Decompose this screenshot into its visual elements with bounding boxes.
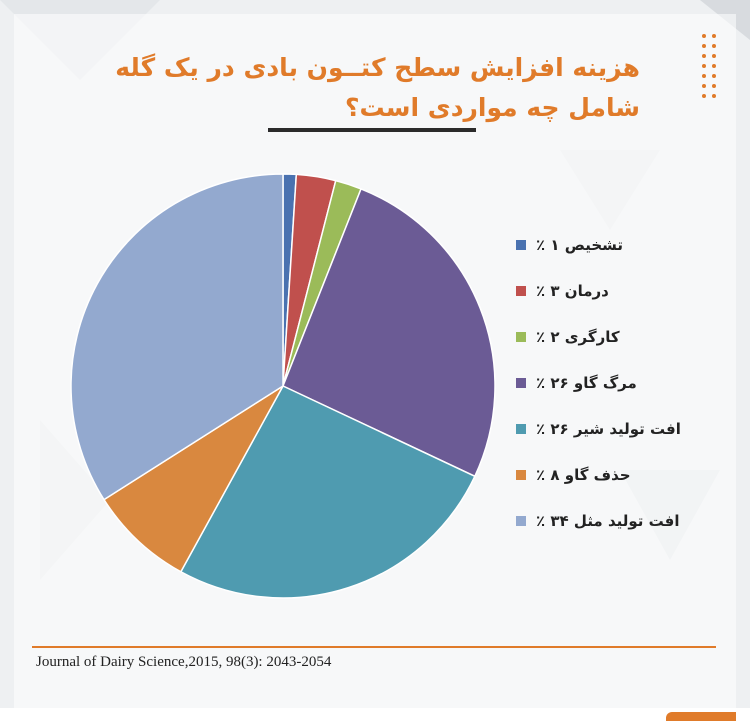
legend-label: افت تولید شیر ۲۶ ٪: [536, 420, 681, 438]
legend-item-4: مرگ گاو ۲۶ ٪: [516, 360, 716, 406]
pie-slice-7: [70, 173, 284, 501]
bottom-badge: [666, 712, 736, 721]
dot-pattern-decoration: [702, 34, 716, 98]
legend-swatch: [516, 378, 526, 388]
legend-swatch: [516, 424, 526, 434]
source-citation: Journal of Dairy Science,2015, 98(3): 20…: [36, 654, 332, 670]
legend-item-2: درمان ۳ ٪: [516, 268, 716, 314]
chart-legend: تشخیص ۱ ٪ درمان ۳ ٪ کارگری ۲ ٪ مرگ گاو ۲۶ ٪…: [516, 222, 716, 544]
legend-item-6: حذف گاو ۸ ٪: [516, 452, 716, 498]
legend-item-3: کارگری ۲ ٪: [516, 314, 716, 360]
pie-chart: [70, 168, 510, 608]
legend-swatch: [516, 516, 526, 526]
legend-label: درمان ۳ ٪: [536, 282, 609, 300]
legend-swatch: [516, 286, 526, 296]
source-divider: [32, 646, 716, 648]
legend-label: مرگ گاو ۲۶ ٪: [536, 374, 637, 392]
pie-slice-4: [282, 187, 496, 478]
bottom-strip: [0, 708, 750, 721]
pie-slice-6: [102, 385, 284, 573]
legend-swatch: [516, 470, 526, 480]
legend-item-1: تشخیص ۱ ٪: [516, 222, 716, 268]
legend-item-5: افت تولید شیر ۲۶ ٪: [516, 406, 716, 452]
legend-item-7: افت تولید مثل ۳۴ ٪: [516, 498, 716, 544]
chart-title: هزینه افزایش سطح کتــون بادی در یک گله ش…: [115, 53, 640, 122]
legend-swatch: [516, 240, 526, 250]
pie-chart-svg: [70, 173, 496, 599]
legend-swatch: [516, 332, 526, 342]
legend-label: کارگری ۲ ٪: [536, 328, 620, 346]
legend-label: تشخیص ۱ ٪: [536, 236, 624, 254]
title-underline: [268, 128, 476, 132]
legend-label: حذف گاو ۸ ٪: [536, 466, 631, 484]
legend-label: افت تولید مثل ۳۴ ٪: [536, 512, 680, 530]
